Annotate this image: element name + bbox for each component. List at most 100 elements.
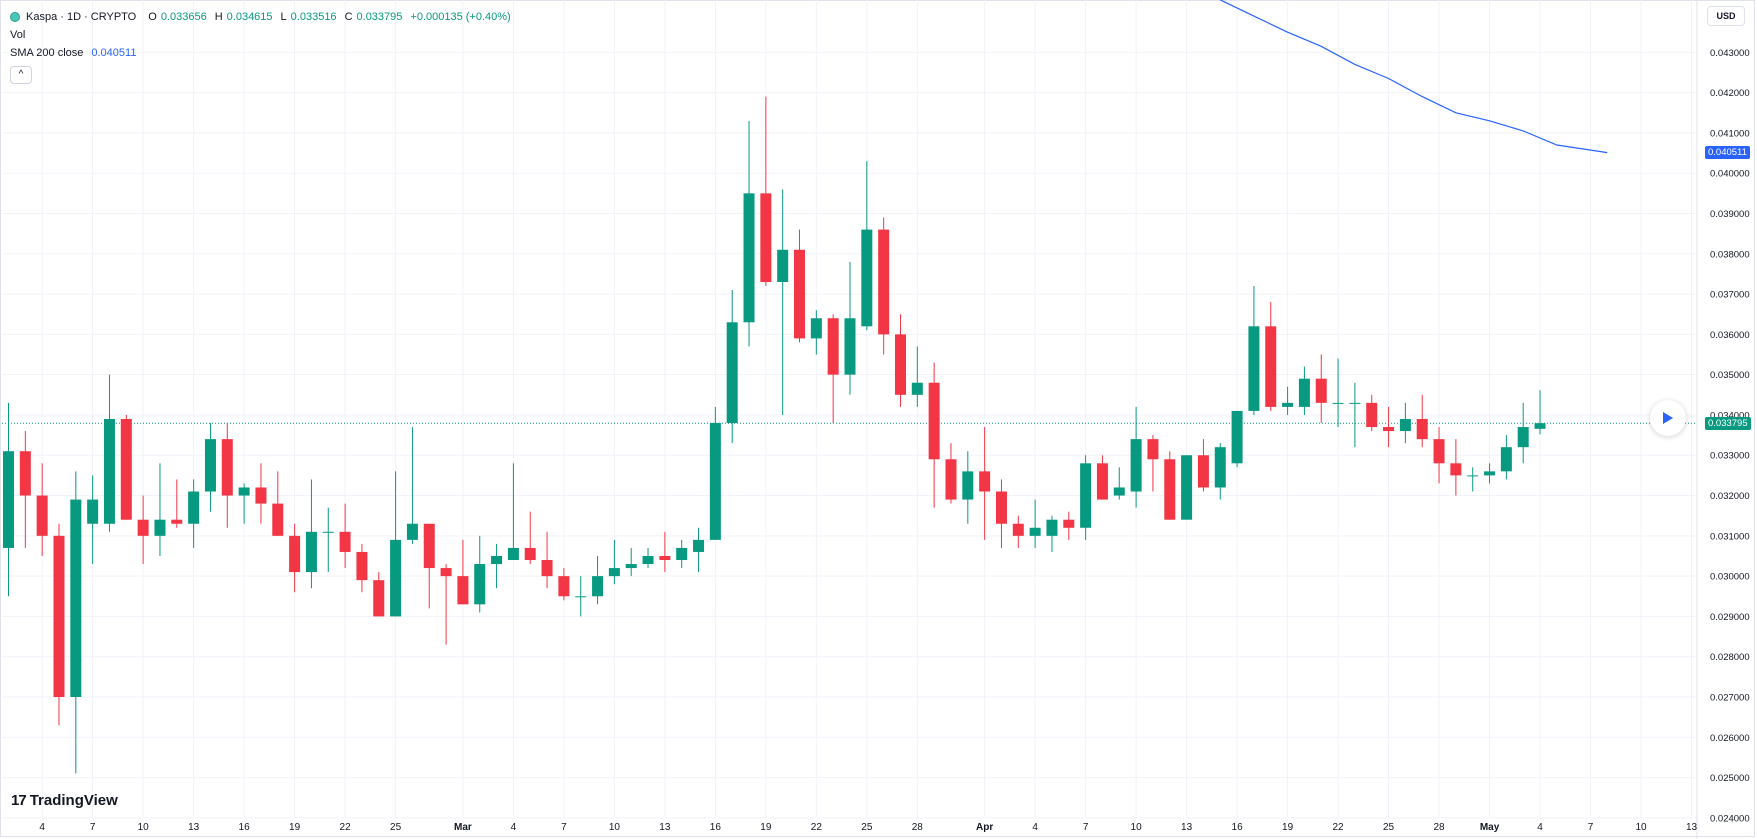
collapse-legend-button[interactable]: ^: [10, 66, 32, 84]
change-value: +0.000135 (+0.40%): [410, 11, 511, 23]
time-tick-label: May: [1480, 822, 1500, 833]
candle-body-down: [1265, 326, 1277, 407]
candle-body-down: [894, 334, 906, 395]
time-tick-label: 4: [39, 822, 45, 833]
tradingview-logo[interactable]: 17 TradingView: [11, 792, 118, 809]
volume-label[interactable]: Vol: [10, 29, 26, 41]
open-label: O: [148, 11, 157, 23]
time-tick-label: 19: [1282, 822, 1294, 833]
candle-body-up: [188, 491, 200, 524]
price-tick-label: 0.030000: [1710, 572, 1750, 583]
price-tick-label: 0.026000: [1710, 733, 1750, 744]
candle-body-down: [945, 459, 957, 500]
candle-body-down: [457, 576, 469, 605]
candle-body-up: [608, 568, 620, 577]
price-tick-label: 0.024000: [1710, 813, 1750, 824]
sma-label[interactable]: SMA 200 close: [10, 47, 84, 59]
low-label: L: [280, 11, 287, 23]
candle-body-down: [659, 555, 671, 561]
candle-body-down: [272, 503, 284, 536]
candle-body-up: [743, 193, 755, 323]
time-tick-label: 13: [1181, 822, 1193, 833]
candle-body-up: [911, 382, 923, 395]
time-tick-label: 13: [1686, 822, 1698, 833]
candle-body-up: [1534, 423, 1546, 429]
candle-body-up: [575, 596, 587, 598]
play-icon: [1663, 412, 1673, 424]
candle-body-down: [1366, 402, 1378, 428]
candle-body-up: [861, 229, 873, 327]
price-tick-label: 0.034000: [1710, 410, 1750, 421]
candle-body-down: [928, 382, 940, 460]
high-label: H: [214, 11, 223, 23]
sma-price-tag: 0.040511: [1705, 146, 1750, 160]
tradingview-mark-icon: 17: [11, 792, 27, 809]
candle-body-up: [1214, 447, 1226, 488]
candle-body-up: [625, 564, 637, 569]
symbol-title[interactable]: Kaspa · 1D · CRYPTO: [26, 11, 137, 23]
candle-body-up: [777, 249, 789, 282]
price-tick-label: 0.042000: [1710, 88, 1750, 99]
candle-body-up: [1231, 410, 1243, 464]
time-tick-label: 7: [1083, 822, 1089, 833]
candle-body-up: [962, 471, 974, 500]
candle-body-down: [171, 519, 183, 524]
candle-body-up: [810, 318, 822, 339]
candle-body-down: [995, 491, 1007, 524]
candle-body-up: [474, 564, 486, 605]
candle-body-down: [36, 495, 48, 536]
kaspa-logo-icon: [10, 12, 20, 22]
time-tick-label: 10: [1635, 822, 1647, 833]
candle-body-down: [53, 535, 65, 698]
candle-body-up: [1282, 402, 1294, 407]
candle-body-up: [693, 539, 705, 552]
price-tick-label: 0.027000: [1710, 693, 1750, 704]
time-tick-label: 7: [561, 822, 567, 833]
candle-body-down: [1012, 523, 1024, 536]
candle-body-down: [289, 535, 301, 573]
candle-body-up: [103, 418, 115, 524]
open-value: 0.033656: [160, 11, 207, 23]
price-tick-label: 0.025000: [1710, 773, 1750, 784]
candle-body-down: [1197, 455, 1209, 488]
scroll-to-realtime-button[interactable]: [1650, 400, 1686, 436]
candle-body-down: [1450, 463, 1462, 476]
candle-body-down: [423, 523, 435, 569]
time-tick-label: 10: [1131, 822, 1143, 833]
candle-body-up: [676, 547, 688, 561]
sma-value: 0.040511: [91, 47, 137, 59]
candle-body-up: [1500, 447, 1512, 472]
candle-body-down: [1147, 439, 1159, 460]
candle-body-down: [1383, 427, 1395, 432]
time-tick-label: 4: [511, 822, 517, 833]
candle-body-up: [1349, 402, 1361, 404]
time-axis: 4 7 10 13 16 19 22 25 Mar 4 7 10 13 16 19 22 25 28 Apr 4 7 10…: [39, 822, 1697, 833]
candle-body-up: [406, 523, 418, 540]
candle-body-up: [592, 576, 604, 597]
candle-body-down: [255, 487, 267, 504]
candle-body-down: [221, 439, 233, 496]
candle-body-down: [794, 249, 806, 339]
time-tick-label: 4: [1032, 822, 1038, 833]
candle-body-up: [1248, 326, 1260, 411]
candle-body-down: [1096, 463, 1108, 500]
candle-body-up: [322, 531, 334, 533]
price-tick-label: 0.028000: [1710, 652, 1750, 663]
currency-button[interactable]: USD: [1707, 6, 1745, 26]
volume-row[interactable]: Vol: [10, 26, 511, 44]
price-tick-label: 0.041000: [1710, 128, 1750, 139]
candle-body-down: [558, 576, 570, 597]
candle-body-down: [760, 193, 772, 282]
time-tick-label: 10: [138, 822, 150, 833]
candle-body-down: [827, 318, 839, 375]
candle-body-up: [1130, 439, 1142, 492]
sma-row[interactable]: SMA 200 close 0.040511: [10, 44, 511, 62]
candle-body-down: [1416, 418, 1428, 440]
candle-body-down: [1164, 459, 1176, 520]
grid-lines: [2, 0, 1698, 839]
time-tick-label: 16: [239, 822, 251, 833]
chevron-up-icon: ^: [18, 69, 24, 80]
price-tick-label: 0.036000: [1710, 330, 1750, 341]
